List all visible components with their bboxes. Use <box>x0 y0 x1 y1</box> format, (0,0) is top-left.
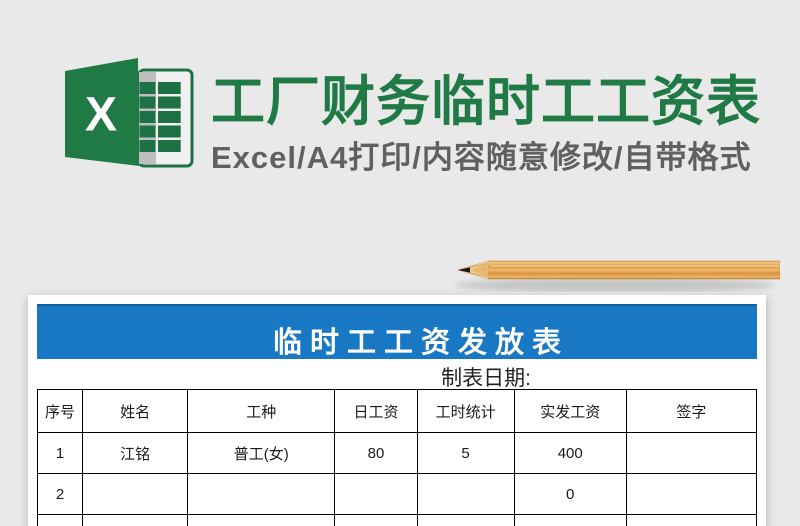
svg-text:X: X <box>85 89 117 142</box>
